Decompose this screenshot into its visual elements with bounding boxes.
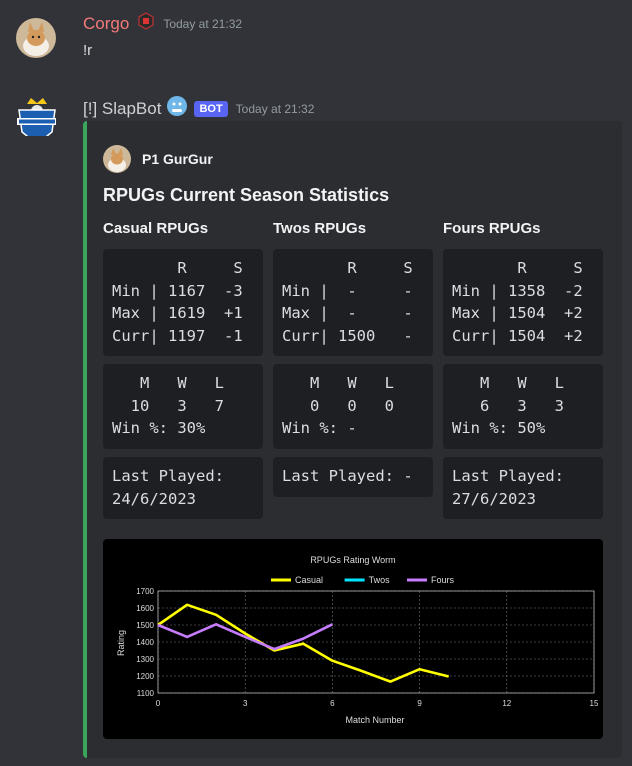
bot-tag: BOT [194,100,228,117]
username-slapbot[interactable]: [!] SlapBot [83,98,162,118]
casual-title: Casual RPUGs [103,220,209,237]
record-values: 10 3 7 [112,396,224,415]
x-axis-label: Match Number [345,715,404,725]
series-line-fours [157,623,333,651]
stats-row-max: Max | 1504 +2 [452,304,583,322]
x-tick-label: 3 [243,699,248,708]
twos-record: M W L 0 0 0 Win %: - [273,364,433,449]
stats-header: R S [452,259,583,277]
message-content: !r [83,42,93,59]
y-tick-label: 1100 [137,689,155,698]
stats-embed: P1 GurGur RPUGs Current Season Statistic… [83,121,622,758]
last-played-date: 27/6/2023 [452,489,536,508]
legend-label-twos: Twos [369,575,391,585]
y-tick-label: 1700 [136,587,154,596]
x-tick-label: 0 [156,699,161,708]
last-played-label: Last Played: [112,467,224,485]
casual-last-played: Last Played: 24/6/2023 [103,457,263,519]
x-tick-label: 9 [417,699,422,708]
plot-border [157,590,595,694]
y-tick-label: 1500 [136,621,154,630]
chart-axes: 1100 1200 1300 1400 1500 1600 1700 0 3 6 9 12 15 [136,587,599,708]
chart-series [157,603,450,683]
stats-header: R S [282,259,413,277]
corgo-avatar[interactable] [16,18,56,58]
message-header: Corgo Today at 21:32 [83,12,242,35]
stats-row-min: Min | 1358 -2 [452,281,583,300]
win-percentage: Win %: 30% [112,419,206,437]
fours-last-played: Last Played: 27/6/2023 [443,457,603,519]
x-tick-label: 6 [330,699,335,708]
author-name[interactable]: P1 GurGur [142,151,213,167]
stats-row-curr: Curr| 1197 -1 [112,326,243,345]
stats-row-max: Max | - - [282,304,413,322]
win-percentage: Win %: 50% [452,419,546,437]
fours-stats: R S Min | 1358 -2 Max | 1504 +2 Curr| 1504 … [443,249,603,356]
slapbot-avatar[interactable] [16,96,56,136]
record-header: M W L [112,374,224,392]
win-percentage: Win %: - [282,419,357,437]
series-line-casual [157,603,450,683]
stats-row-min: Min | - - [282,281,413,300]
record-header: M W L [452,374,564,392]
record-values: 6 3 3 [452,396,564,415]
timestamp[interactable]: Today at 21:32 [163,16,243,31]
last-played-date: 24/6/2023 [112,489,196,508]
message-header: [!] SlapBot BOT Today at 21:32 [83,94,314,123]
stats-row-curr: Curr| 1500 - [282,326,413,345]
y-tick-label: 1400 [136,638,154,647]
rating-worm-chart[interactable]: RPUGs Rating Worm Casual Twos Fours 1100 12… [103,539,603,739]
fours-record: M W L 6 3 3 Win %: 50% [443,364,603,449]
chart-legend: Casual Twos Fours [271,575,455,585]
chart-grid [157,590,595,694]
legend-label-casual: Casual [295,575,323,585]
author-avatar[interactable] [103,145,131,173]
record-header: M W L [282,374,394,392]
casual-stats: R S Min | 1167 -3 Max | 1619 +1 Curr| 1197 … [103,249,263,356]
fours-title: Fours RPUGs [443,220,541,237]
x-tick-label: 15 [590,699,599,708]
stats-row-max: Max | 1619 +1 [112,304,243,322]
y-tick-label: 1300 [136,655,154,664]
username-corgo[interactable]: Corgo [83,13,130,33]
stats-header: R S [112,259,243,277]
emoji-icon [165,94,189,123]
legend-label-fours: Fours [431,575,455,585]
chart-title: RPUGs Rating Worm [310,555,395,565]
stats-row-min: Min | 1167 -3 [112,281,243,300]
chart-svg: RPUGs Rating Worm Casual Twos Fours 1100 12… [116,555,599,725]
timestamp[interactable]: Today at 21:32 [235,101,315,116]
embed-title: RPUGs Current Season Statistics [103,185,390,205]
last-played-label: Last Played: - [282,467,413,485]
y-axis-label: Rating [116,630,126,656]
twos-stats: R S Min | - - Max | - - Curr| 1500 - [273,249,433,356]
y-tick-label: 1200 [136,672,154,681]
last-played-label: Last Played: [452,467,564,485]
x-tick-label: 12 [502,699,511,708]
twos-last-played: Last Played: - [273,457,433,497]
stats-row-curr: Curr| 1504 +2 [452,326,583,345]
record-values: 0 0 0 [282,396,394,415]
twos-title: Twos RPUGs [273,220,367,237]
y-tick-label: 1600 [136,604,154,613]
embed-author: P1 GurGur [103,145,213,173]
casual-record: M W L 10 3 7 Win %: 30% [103,364,263,449]
role-badge-icon [137,12,155,35]
